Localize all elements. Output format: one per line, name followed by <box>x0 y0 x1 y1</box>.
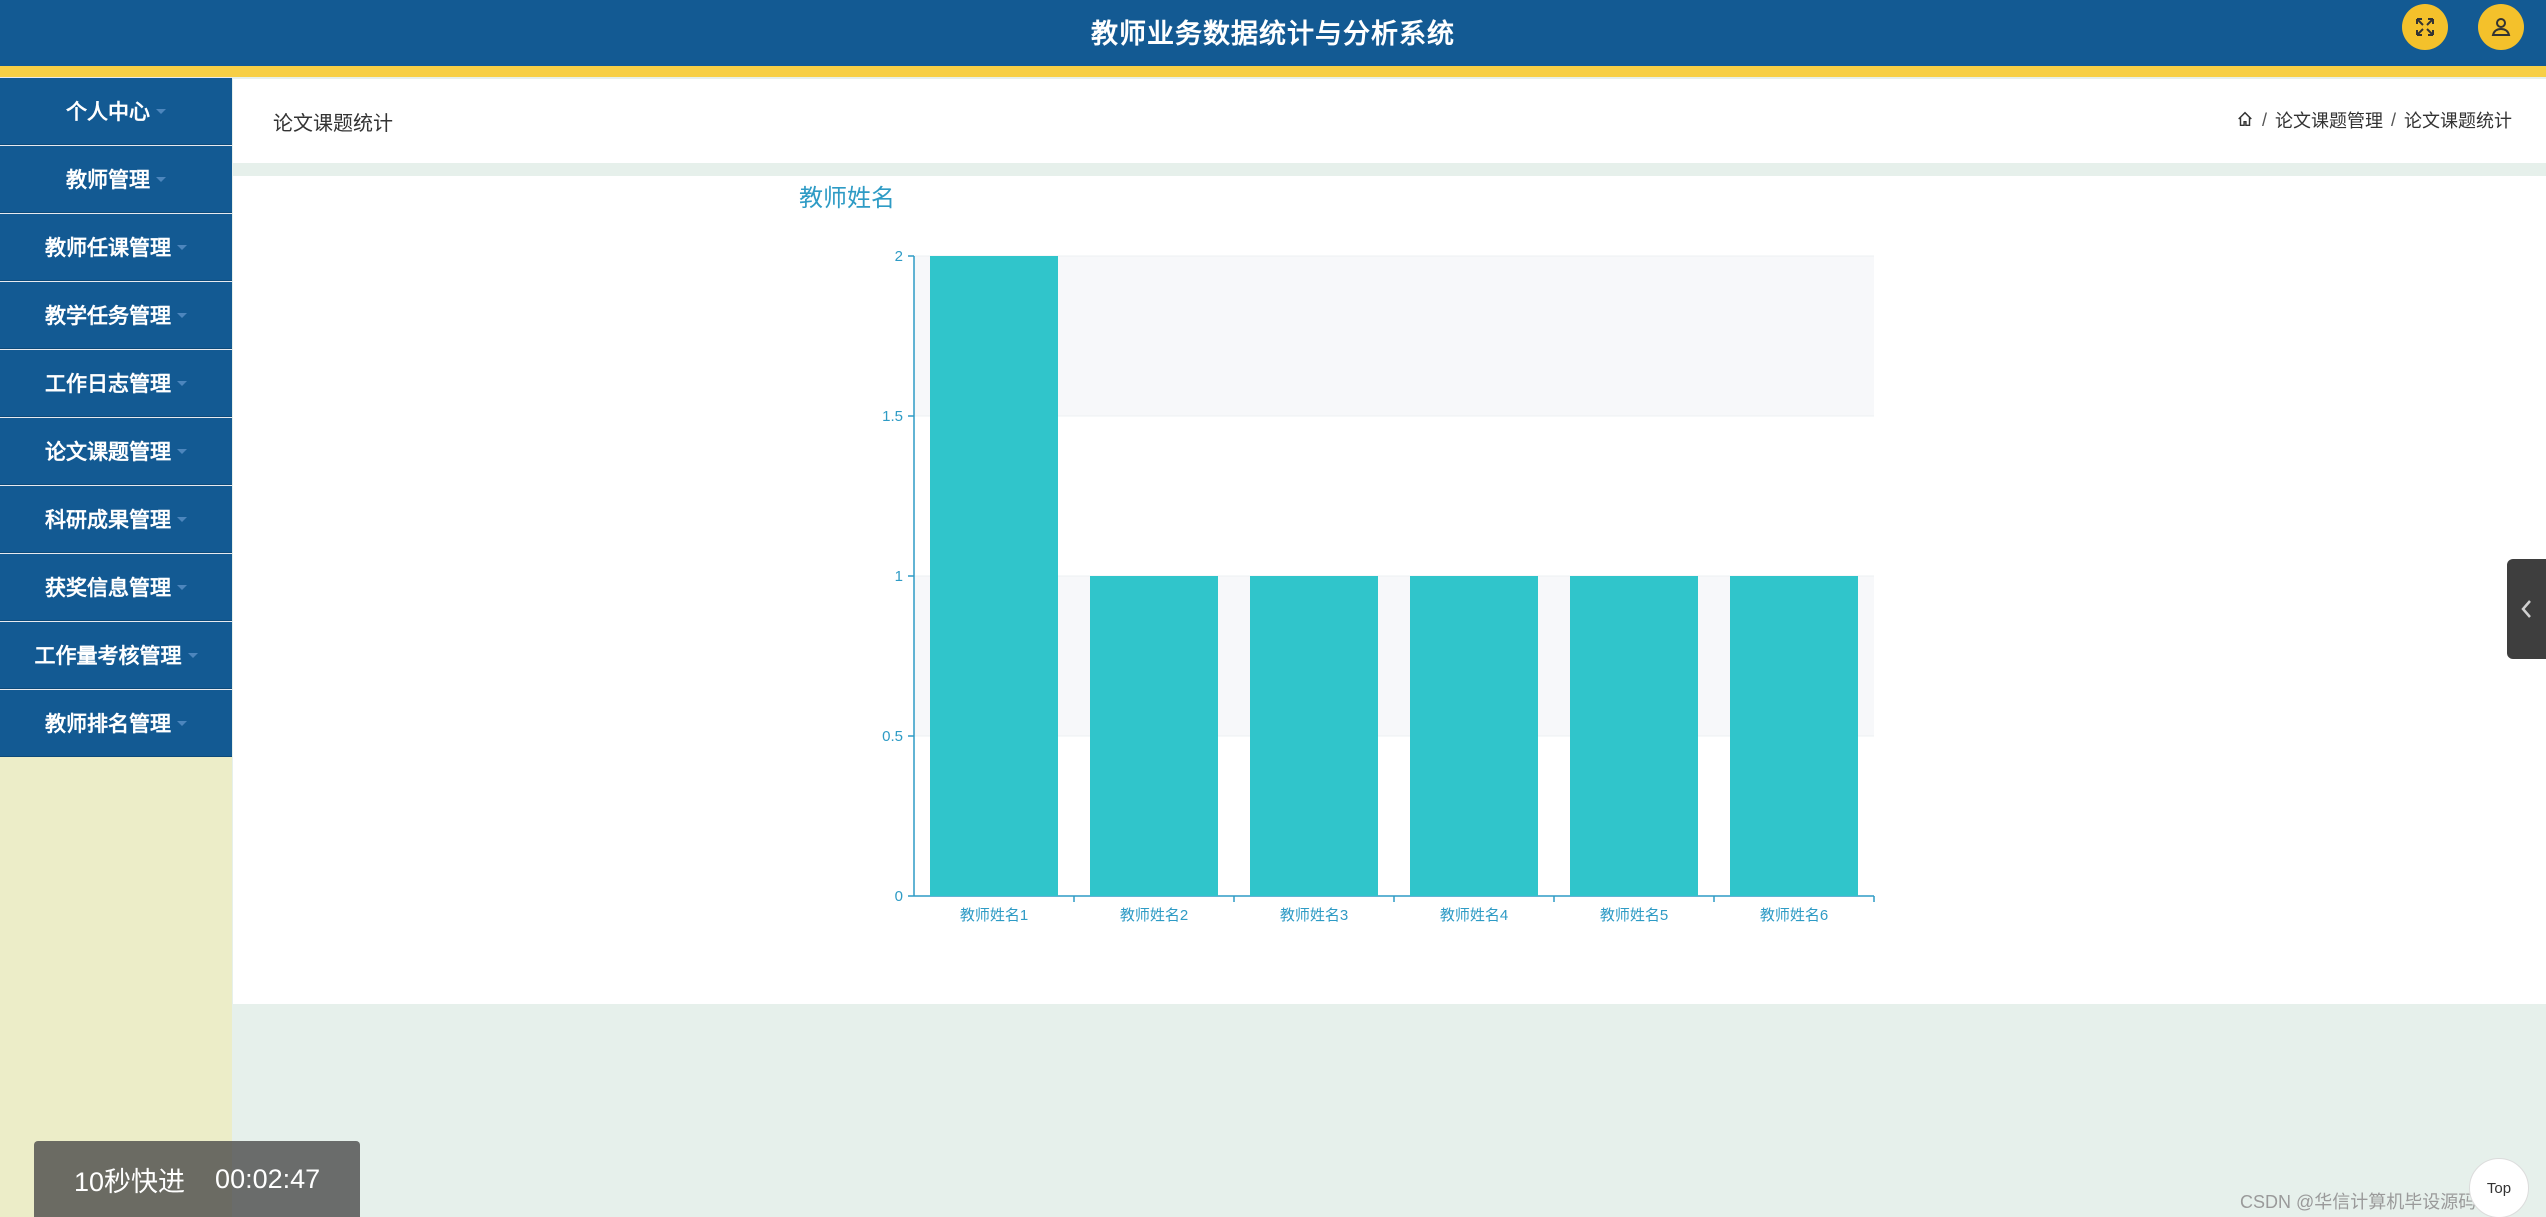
y-tick-label: 0.5 <box>882 728 903 745</box>
grid-band <box>914 736 1874 896</box>
chevron-down-icon <box>177 584 187 590</box>
chevron-down-icon <box>177 448 187 454</box>
x-tick-label: 教师姓名5 <box>1600 907 1668 924</box>
top-header: 教师业务数据统计与分析系统 <box>0 0 2546 66</box>
fullscreen-button[interactable] <box>2402 4 2448 50</box>
chart-title: 教师姓名 <box>799 185 895 212</box>
sidebar-item-label: 教师管理 <box>66 169 150 192</box>
sidebar-item-teaching-task[interactable]: 教学任务管理 <box>0 281 232 349</box>
chevron-down-icon <box>177 312 187 318</box>
x-tick-label: 教师姓名6 <box>1760 907 1828 924</box>
fullscreen-icon <box>2416 18 2434 36</box>
bar <box>930 256 1058 896</box>
sidebar-item-ranking[interactable]: 教师排名管理 <box>0 689 232 757</box>
chevron-down-icon <box>177 720 187 726</box>
y-tick-label: 2 <box>895 248 903 265</box>
bar <box>1250 576 1378 896</box>
page-title: 论文课题统计 <box>273 113 393 135</box>
breadcrumb-item-thesis-management[interactable]: 论文课题管理 <box>2274 111 2383 131</box>
sidebar-item-personal-center[interactable]: 个人中心 <box>0 77 232 145</box>
sidebar-item-label: 论文课题管理 <box>45 441 171 464</box>
sidebar-item-research-results[interactable]: 科研成果管理 <box>0 485 232 553</box>
fast-forward-button[interactable]: 10秒快进 <box>74 1166 186 1197</box>
sidebar-menu: 个人中心 教师管理 教师任课管理 教学任务管理 工作日志管理 论文课题管理 科研… <box>0 77 232 757</box>
sidebar-item-label: 科研成果管理 <box>45 509 171 532</box>
sidebar-item-label: 工作日志管理 <box>45 373 171 396</box>
grid-band <box>914 256 1874 416</box>
x-tick-label: 教师姓名1 <box>960 907 1028 924</box>
user-icon <box>2491 18 2511 36</box>
bar-chart: 0 0.5 1 1.5 2 教师姓名1 教师姓名2 教师姓名3 教师姓名4 教师姓名5 教师姓名6 <box>882 248 1875 924</box>
sidebar-item-workload[interactable]: 工作量考核管理 <box>0 621 232 689</box>
sidebar-item-label: 个人中心 <box>66 101 150 124</box>
chevron-down-icon <box>177 516 187 522</box>
bar <box>1570 576 1698 896</box>
page-header-card: 论文课题统计 / 论文课题管理 / 论文课题统计 <box>233 79 2546 163</box>
chevron-down-icon <box>177 244 187 250</box>
sidebar-item-label: 获奖信息管理 <box>45 577 171 600</box>
home-icon[interactable] <box>2236 110 2254 131</box>
chevron-down-icon <box>177 380 187 386</box>
y-tick-label: 1 <box>895 568 903 585</box>
sidebar-item-awards[interactable]: 获奖信息管理 <box>0 553 232 621</box>
x-tick-label: 教师姓名3 <box>1280 907 1348 924</box>
y-tick-label: 1.5 <box>882 408 903 425</box>
y-tick-label: 0 <box>895 888 903 905</box>
breadcrumb-item-thesis-stats: 论文课题统计 <box>2404 111 2512 131</box>
sidebar: 个人中心 教师管理 教师任课管理 教学任务管理 工作日志管理 论文课题管理 科研… <box>0 77 232 1217</box>
app-title: 教师业务数据统计与分析系统 <box>1091 19 1455 49</box>
back-to-top-button[interactable]: Top <box>2469 1158 2529 1217</box>
chart-panel: 教师姓名 0 0.5 1 1.5 2 教师姓名1 教师姓名2 教师姓名3 教师姓名4 教师姓名5 教… <box>233 176 2546 1004</box>
sidebar-item-label: 教师排名管理 <box>45 713 171 736</box>
grid-band <box>914 576 1874 736</box>
bar <box>1730 576 1858 896</box>
grid-band <box>914 416 1874 576</box>
header-accent-stripe <box>0 66 2546 77</box>
side-panel-toggle[interactable] <box>2507 559 2546 659</box>
sidebar-item-work-log[interactable]: 工作日志管理 <box>0 349 232 417</box>
bar <box>1090 576 1218 896</box>
x-tick-label: 教师姓名4 <box>1440 907 1508 924</box>
sidebar-item-label: 教学任务管理 <box>45 305 171 328</box>
video-control-bar: 10秒快进 00:02:47 <box>34 1141 360 1217</box>
sidebar-item-teacher[interactable]: 教师管理 <box>0 145 232 213</box>
breadcrumb: / 论文课题管理 / 论文课题统计 <box>2236 107 2512 133</box>
chevron-left-icon <box>2520 600 2531 618</box>
user-button[interactable] <box>2478 4 2524 50</box>
breadcrumb-separator: / <box>2390 109 2396 130</box>
x-tick-label: 教师姓名2 <box>1120 907 1188 924</box>
breadcrumb-separator: / <box>2261 109 2267 130</box>
sidebar-item-thesis-project[interactable]: 论文课题管理 <box>0 417 232 485</box>
playback-time: 00:02:47 <box>215 1163 321 1194</box>
chevron-down-icon <box>156 176 166 182</box>
sidebar-item-course-assignment[interactable]: 教师任课管理 <box>0 213 232 281</box>
chevron-down-icon <box>187 652 198 658</box>
sidebar-item-label: 教师任课管理 <box>45 237 171 260</box>
chevron-down-icon <box>156 108 166 114</box>
sidebar-item-label: 工作量考核管理 <box>34 645 182 668</box>
bar <box>1410 576 1538 896</box>
watermark: CSDN @华信计算机毕设源码程序 <box>2240 1192 2513 1212</box>
